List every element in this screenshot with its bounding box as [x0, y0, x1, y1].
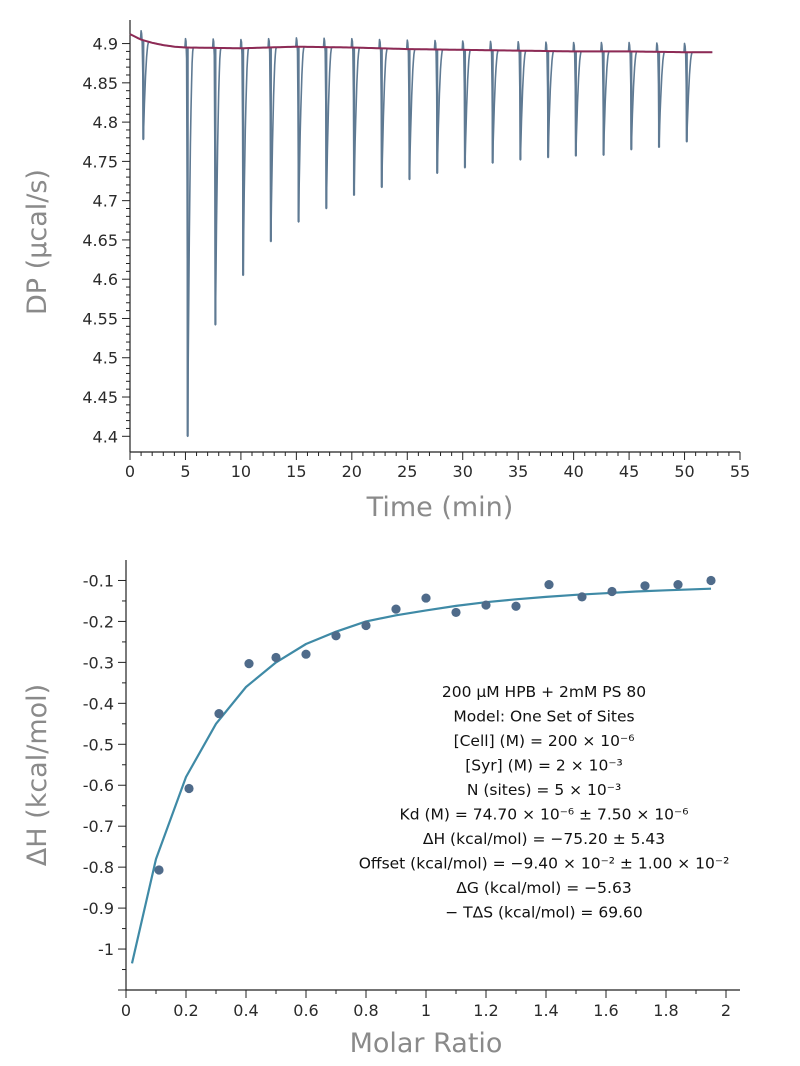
- y-tick-label: -0.5: [83, 735, 114, 754]
- x-tick-label: 1.4: [533, 1001, 558, 1020]
- x-tick-label: 50: [674, 462, 694, 481]
- data-point: [361, 620, 371, 631]
- data-point: [706, 575, 716, 586]
- y-tick-label: 4.75: [82, 152, 118, 171]
- baseline-line: [129, 33, 713, 54]
- y-tick-label: -0.3: [83, 653, 114, 672]
- x-tick-label: 40: [563, 462, 583, 481]
- x-axis-title: Time (min): [366, 492, 514, 523]
- fit-parameter-text: Kd (M) = 74.70 × 10⁻⁶ ± 7.50 × 10⁻⁶: [400, 806, 689, 824]
- fit-parameter-text: ΔH (kcal/mol) = −75.20 ± 5.43: [423, 830, 665, 848]
- y-tick-label: -0.9: [83, 899, 114, 918]
- x-tick-label: 0.6: [293, 1001, 318, 1020]
- x-tick-label: 1.6: [593, 1001, 618, 1020]
- data-point: [607, 586, 617, 597]
- x-tick-label: 0.8: [353, 1001, 378, 1020]
- x-tick-label: 0: [125, 462, 135, 481]
- fit-parameter-text: N (sites) = 5 × 10⁻³: [467, 781, 621, 799]
- fit-parameter-text: [Syr] (M) = 2 × 10⁻³: [465, 757, 623, 775]
- dp-time-chart: 0 5 10 15 20 25 30 35 40 45 50 55 4.4 4.45 4.5 4.55 4.6 4…: [22, 20, 750, 523]
- y-tick-label: 4.5: [93, 349, 118, 368]
- y-tick-label: -0.2: [83, 612, 114, 631]
- enthalpy-molar-ratio-chart: 0 0.2 0.4 0.6 0.8 1 1.2 1.4 1.6 1.8 2 -1 -0.9 -0.8 -0.…: [22, 560, 740, 1059]
- x-tick-label: 0: [121, 1001, 131, 1020]
- x-tick-label: 35: [508, 462, 528, 481]
- data-point: [184, 783, 194, 794]
- fit-parameter-text: 200 µM HPB + 2mM PS 80: [442, 683, 646, 701]
- data-point: [421, 593, 431, 603]
- fit-parameter-text: Model: One Set of Sites: [453, 708, 634, 726]
- x-tick-label: 5: [180, 462, 190, 481]
- y-tick-label: 4.4: [93, 427, 118, 446]
- x-tick-label: 55: [730, 462, 750, 481]
- y-axis-title: DP (µcal/s): [22, 169, 53, 315]
- x-tick-label: 10: [231, 462, 251, 481]
- x-tick-label: 30: [453, 462, 473, 481]
- data-point: [391, 604, 401, 614]
- y-tick-label: -0.4: [83, 694, 114, 713]
- y-tick-label: -1: [98, 940, 114, 959]
- y-tick-label: 4.45: [82, 388, 118, 407]
- data-point: [154, 865, 164, 875]
- x-tick-label: 2: [721, 1001, 731, 1020]
- data-point: [331, 631, 341, 641]
- data-point: [673, 579, 683, 590]
- x-tick-label: 1.2: [473, 1001, 498, 1020]
- raw-trace-line: [129, 29, 713, 438]
- y-tick-label: 4.85: [82, 74, 118, 93]
- data-point: [214, 708, 224, 719]
- data-point: [544, 579, 554, 590]
- data-point: [271, 652, 281, 663]
- data-point: [481, 600, 491, 610]
- y-tick-label: 4.8: [93, 113, 118, 132]
- data-point: [301, 649, 311, 659]
- y-tick-label: 4.55: [82, 309, 118, 328]
- data-point: [640, 581, 650, 591]
- x-axis-title: Molar Ratio: [350, 1028, 503, 1059]
- data-point: [244, 659, 254, 669]
- x-tick-label: 0.4: [233, 1001, 258, 1020]
- fit-parameter-text: [Cell] (M) = 200 × 10⁻⁶: [454, 732, 635, 750]
- data-point: [577, 592, 587, 602]
- x-tick-label: 1.8: [653, 1001, 678, 1020]
- y-tick-label: -0.8: [83, 858, 114, 877]
- y-tick-label: -0.7: [83, 817, 114, 836]
- x-tick-label: 25: [397, 462, 417, 481]
- y-tick-label: 4.7: [93, 192, 118, 211]
- x-tick-label: 20: [342, 462, 362, 481]
- x-tick-label: 0.2: [173, 1001, 198, 1020]
- y-tick-label: 4.65: [82, 231, 118, 250]
- x-tick-label: 15: [286, 462, 306, 481]
- x-tick-label: 1: [421, 1001, 431, 1020]
- y-tick-label: 4.9: [93, 35, 118, 54]
- y-axis-title: ΔH (kcal/mol): [22, 684, 53, 866]
- x-tick-label: 45: [619, 462, 639, 481]
- y-tick-label: -0.1: [83, 571, 114, 590]
- fit-parameter-text: − TΔS (kcal/mol) = 69.60: [445, 904, 642, 922]
- data-point: [451, 607, 461, 618]
- fit-parameter-text: ΔG (kcal/mol) = −5.63: [456, 879, 631, 897]
- y-tick-label: -0.6: [83, 776, 114, 795]
- fit-parameter-text: Offset (kcal/mol) = −9.40 × 10⁻² ± 1.00 …: [359, 855, 730, 873]
- data-point: [511, 601, 521, 611]
- y-tick-label: 4.6: [93, 270, 118, 289]
